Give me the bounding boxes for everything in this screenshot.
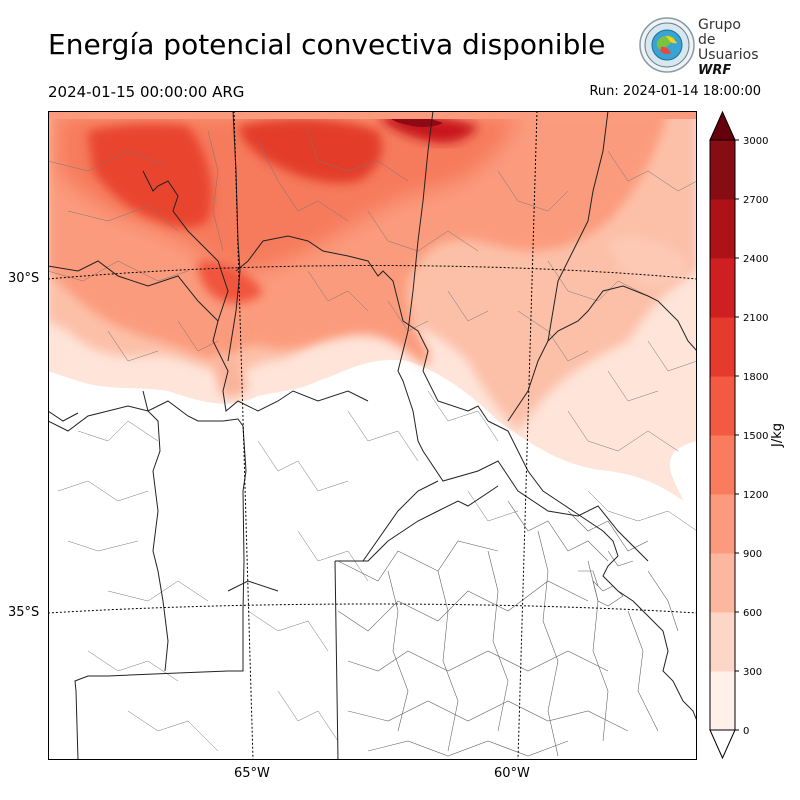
colorbar-block [710, 612, 735, 672]
colorbar-tick-label: 600 [743, 608, 762, 619]
logo-line-1: Grupo de [698, 17, 741, 48]
lat-label-35s: 35°S [8, 605, 40, 620]
colorbar-block [710, 376, 735, 436]
parallel-30s [47, 265, 698, 280]
colorbar-extend-max [709, 110, 736, 141]
parallel-35s [47, 603, 698, 614]
graticule [47, 110, 698, 761]
colorbar-blocks [709, 110, 736, 760]
colorbar-tick-label: 2700 [743, 195, 768, 206]
province-borders [47, 110, 698, 761]
colorbar-block [710, 435, 735, 495]
logo-line-3: WRF [698, 63, 732, 78]
colorbar-block [710, 140, 735, 200]
cape-map [47, 110, 698, 761]
colorbar-tick-label: 2100 [743, 313, 768, 324]
lon-label-65w: 65°W [234, 766, 270, 781]
chart-title: Energía potencial convectiva disponible [48, 28, 606, 61]
logo-text: Grupo de Usuarios WRF [698, 17, 759, 79]
colorbar-tick-label: 3000 [743, 136, 768, 147]
buenos-aires-partidos [337, 500, 679, 757]
map-svg [47, 110, 698, 761]
lat-label-30s: 30°S [8, 271, 40, 286]
colorbar-ticks: 0 300 600 900 1200 1500 1800 2100 2400 2700 3000 [735, 136, 768, 737]
lon-label-60w: 60°W [494, 766, 530, 781]
colorbar-tick-label: 300 [743, 667, 762, 678]
logo: Grupo de Usuarios WRF [638, 16, 759, 78]
map-border [48, 111, 697, 760]
colorbar-block [710, 199, 735, 259]
colorbar-block [710, 317, 735, 377]
coastline [487, 420, 698, 722]
colorbar-tick-label: 900 [743, 549, 762, 560]
valid-time: 2024-01-15 00:00:00 ARG [48, 83, 245, 101]
colorbar-extend-min [709, 729, 736, 760]
colorbar-block [710, 258, 735, 318]
wrf-group-globe-logo-icon [639, 17, 695, 73]
colorbar-tick-label: 1800 [743, 372, 768, 383]
colorbar-block [710, 671, 735, 731]
colorbar-block [710, 494, 735, 554]
county-borders [47, 130, 698, 752]
cape-fill [48, 111, 697, 501]
logo-line-2: Usuarios [698, 47, 759, 63]
colorbar-tick-label: 1200 [743, 490, 768, 501]
colorbar-tick-label: 1500 [743, 431, 768, 442]
run-time: Run: 2024-01-14 18:00:00 [589, 84, 761, 99]
colorbar-tick-label: 2400 [743, 254, 768, 265]
colorbar-unit-label: J/kg [770, 423, 785, 448]
colorbar-block [710, 553, 735, 613]
colorbar-tick-label: 0 [743, 726, 749, 737]
meridian-60w [517, 110, 538, 761]
colorbar: 0 300 600 900 1200 1500 1800 2100 2400 2700 3000 J… [706, 110, 786, 765]
meridian-65w [233, 110, 254, 761]
colorbar-svg: 0 300 600 900 1200 1500 1800 2100 2400 2700 3000 J… [709, 110, 785, 760]
